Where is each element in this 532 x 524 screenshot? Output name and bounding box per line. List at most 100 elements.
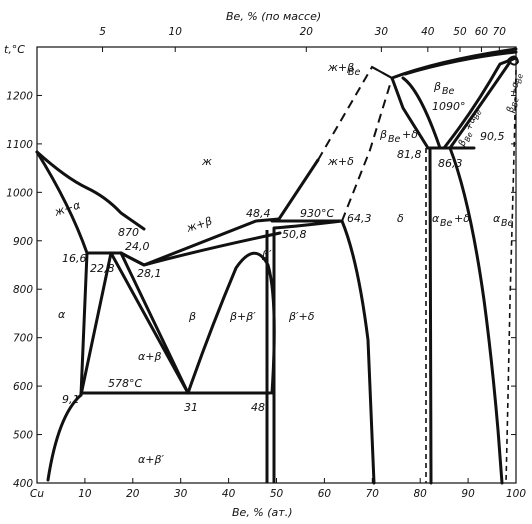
top-axis-title: Be, % (по массе)	[226, 10, 321, 23]
y-tick-label: 500	[13, 430, 33, 442]
svg-text:β: β	[505, 106, 517, 115]
solidus-alpha	[35, 150, 89, 255]
be-loop	[507, 55, 519, 66]
point-48: 48	[251, 401, 265, 414]
alpha-be-solvus	[448, 146, 504, 485]
liquidus-delta-dashed	[317, 65, 393, 161]
label-liq-beta-be: ж+β	[327, 61, 354, 74]
svg-text:Be: Be	[514, 73, 525, 85]
point-31: 31	[184, 401, 198, 414]
point-578: 578°C	[108, 377, 142, 390]
point-870: 870	[118, 226, 139, 239]
top-tick-label: 20	[300, 26, 314, 38]
label-alpha-be-delta-sub: Be	[440, 218, 453, 229]
label-alpha-be: α	[493, 212, 501, 225]
top-tick-label: 60	[475, 26, 489, 38]
svg-text:+α: +α	[463, 114, 479, 132]
x-tick-label: 50	[270, 488, 284, 500]
beta-prime-dome	[186, 251, 276, 395]
label-beta-be-delta-sub: Be	[388, 134, 401, 145]
point-28-1: 28,1	[137, 267, 162, 280]
beta-prime-delta-boundary	[272, 219, 344, 230]
point-22-8: 22,8	[90, 262, 115, 275]
label-liq-beta-be-sub: Be	[348, 67, 361, 78]
y-tick-label: 700	[13, 333, 33, 345]
delta-right-solid	[390, 76, 430, 150]
beta-left-boundary	[79, 251, 113, 397]
alpha-be-right-dashed	[505, 69, 517, 484]
top-tick-label: 50	[453, 26, 467, 38]
label-beta-be-alpha-be-right-rotated: β Be +α Be	[505, 73, 525, 115]
liquidus-delta	[277, 158, 320, 221]
y-tick-label: 1100	[6, 139, 33, 151]
alpha-lower-solvus	[46, 393, 83, 482]
top-tick-label: 40	[421, 26, 435, 38]
point-930: 930°C	[300, 207, 334, 220]
beta-alpha-be-left	[442, 56, 518, 150]
top-tick-label: 30	[375, 26, 389, 38]
y-tick-label: 1000	[6, 187, 33, 199]
x-tick-label: 30	[174, 488, 188, 500]
label-alpha-beta: α+β	[138, 350, 162, 363]
delta-left-boundary	[340, 219, 376, 485]
delta-dome	[341, 77, 393, 222]
point-9-1: 9,1	[62, 393, 80, 406]
beta-lower-left	[109, 251, 190, 395]
svg-text:Be: Be	[510, 96, 521, 108]
point-16-6: 16,6	[62, 252, 87, 265]
label-beta-beta-prime: β+β′	[229, 310, 256, 323]
point-48-4: 48,4	[246, 207, 271, 220]
label-alpha-be-delta: α	[432, 212, 440, 225]
label-liquid: ж	[201, 155, 212, 168]
label-alpha: α	[58, 308, 66, 321]
delta-right-solvus	[428, 146, 433, 485]
point-81-8: 81,8	[397, 148, 422, 161]
label-beta-alpha-be-rotated: β Be +α Be	[456, 108, 484, 149]
beta-alpha-be-right	[448, 60, 512, 150]
svg-text:Be: Be	[463, 131, 475, 144]
x-tick-label: 80	[414, 488, 428, 500]
x-tick-label: 100	[506, 488, 526, 500]
label-beta-be-sub: Be	[442, 86, 455, 97]
y-tick-label: 900	[13, 236, 33, 248]
point-50-8: 50,8	[282, 228, 307, 241]
label-alpha-beta-prime: α+β′	[138, 453, 164, 466]
svg-text:+α: +α	[508, 80, 521, 97]
bottom-axis-origin-label: Cu	[30, 488, 44, 500]
beta-be-right	[403, 50, 518, 76]
point-90-5: 90,5	[480, 130, 505, 143]
point-64-3: 64,3	[347, 212, 372, 225]
label-beta-be-delta: β	[379, 128, 387, 141]
label-beta-prime-delta: β′+δ	[288, 310, 315, 323]
x-tick-label: 70	[366, 488, 380, 500]
label-beta-be: β	[433, 80, 441, 93]
left-axis-title: t,°C	[4, 43, 25, 56]
alpha-solvus	[79, 251, 89, 397]
solidus-beta	[119, 231, 282, 267]
label-alpha-be-sub: Be	[501, 218, 514, 229]
label-delta: δ	[397, 212, 404, 225]
x-tick-label: 40	[222, 488, 236, 500]
y-tick-label: 800	[13, 284, 33, 296]
y-tick-label: 400	[13, 478, 33, 490]
point-1090: 1090°	[432, 100, 466, 113]
top-tick-label: 10	[169, 26, 183, 38]
tick-labels: 400 500 600 700 800 900 1000 1100 1200 10 20 30 40 50…	[6, 26, 526, 500]
beta-be-left	[401, 76, 442, 150]
svg-text:Be: Be	[472, 108, 484, 121]
x-tick-label: 60	[318, 488, 332, 500]
x-tick-label: 10	[78, 488, 92, 500]
label-beta: β	[188, 310, 196, 323]
label-liq-beta: ж+β	[184, 214, 214, 235]
y-tick-label: 1200	[6, 90, 33, 102]
top-tick-label: 5	[99, 26, 106, 38]
label-beta-prime: β′	[261, 248, 272, 261]
point-24-0: 24,0	[125, 240, 150, 253]
tick-marks	[37, 47, 517, 484]
bottom-axis-title: Be, % (ат.)	[232, 506, 292, 519]
liquidus-beta-be-lower	[371, 66, 393, 79]
label-liq-alpha: ж+α	[52, 198, 83, 219]
label-alpha-be-delta-tail: +δ	[454, 212, 470, 225]
y-tick-label: 600	[13, 381, 33, 393]
